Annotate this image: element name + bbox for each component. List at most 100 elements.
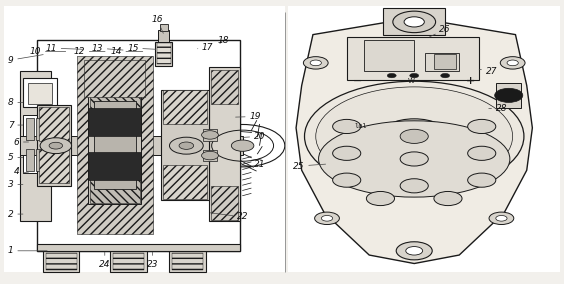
Bar [39,107,69,141]
Text: 28: 28 [489,104,507,112]
Text: 24: 24 [99,252,111,269]
Circle shape [400,179,428,193]
Circle shape [396,242,432,260]
Circle shape [303,57,328,69]
Text: 9: 9 [8,55,43,64]
Bar [3,6,285,272]
Text: 5: 5 [8,153,23,162]
Bar [37,105,71,186]
Text: lol: lol [354,124,367,130]
Text: +: + [466,76,475,86]
Circle shape [231,140,254,151]
Bar [88,152,142,180]
Bar [425,53,459,71]
Ellipse shape [319,121,510,197]
Text: 17: 17 [197,43,214,52]
Bar [160,24,168,31]
Circle shape [333,146,361,160]
Circle shape [316,87,513,186]
Circle shape [400,129,428,143]
Text: 20: 20 [243,132,265,141]
Text: 10: 10 [30,47,65,56]
Text: 18: 18 [217,36,228,45]
Bar [203,150,217,161]
Text: 4: 4 [14,167,29,176]
Polygon shape [296,18,532,264]
Text: 15: 15 [127,44,156,53]
Bar [210,70,238,104]
Text: 21: 21 [241,160,265,169]
Bar [43,251,80,272]
Bar [20,136,243,155]
Circle shape [315,212,340,225]
Circle shape [507,60,518,66]
Circle shape [440,73,450,78]
Circle shape [400,152,428,166]
Circle shape [40,138,72,154]
Bar [161,90,209,200]
Text: 2: 2 [8,210,23,219]
Bar [23,115,46,142]
Bar [90,85,140,125]
Bar [94,101,136,189]
Circle shape [201,151,218,160]
Circle shape [468,173,496,187]
Text: 19: 19 [236,112,261,121]
Bar [364,40,414,71]
Text: 16: 16 [151,14,164,33]
Circle shape [49,142,63,149]
Bar [158,30,169,42]
Circle shape [496,216,507,221]
Bar [23,146,46,173]
Text: −: − [353,76,363,86]
Bar [23,78,57,107]
Text: 14: 14 [111,47,143,56]
Bar [26,118,34,140]
Circle shape [495,88,523,103]
Bar [209,67,240,221]
Text: 23: 23 [147,252,158,269]
Bar [203,129,217,141]
Bar [88,85,142,204]
Circle shape [305,81,524,191]
Circle shape [404,17,424,27]
Text: 7: 7 [8,120,23,130]
Bar [37,40,240,251]
Circle shape [387,73,396,78]
Bar [111,251,147,272]
Circle shape [393,11,435,33]
Text: 27: 27 [479,67,497,76]
Text: 11: 11 [46,44,82,53]
Bar [20,71,51,221]
Bar [88,108,142,136]
Circle shape [367,191,395,206]
Bar [113,253,144,270]
Text: 8: 8 [8,98,23,107]
Bar [288,6,561,272]
Bar [156,42,172,66]
Bar [26,149,34,171]
Circle shape [333,119,361,133]
Text: 6: 6 [14,137,29,147]
Text: 12: 12 [74,47,105,56]
Text: 1: 1 [8,246,47,255]
Bar [36,118,44,140]
Bar [163,90,207,124]
Text: 22: 22 [210,212,248,222]
Bar [347,37,479,80]
Bar [163,165,207,199]
Bar [28,83,52,104]
Circle shape [310,60,321,66]
Circle shape [333,173,361,187]
Circle shape [434,191,462,206]
Text: W: W [408,78,415,84]
Bar [84,60,145,97]
Bar [496,83,521,108]
Circle shape [489,212,514,225]
Circle shape [169,137,203,154]
Circle shape [380,119,449,154]
Bar [46,253,77,270]
Text: 25: 25 [293,162,325,170]
Text: 13: 13 [92,44,123,53]
Text: 3: 3 [8,180,23,189]
